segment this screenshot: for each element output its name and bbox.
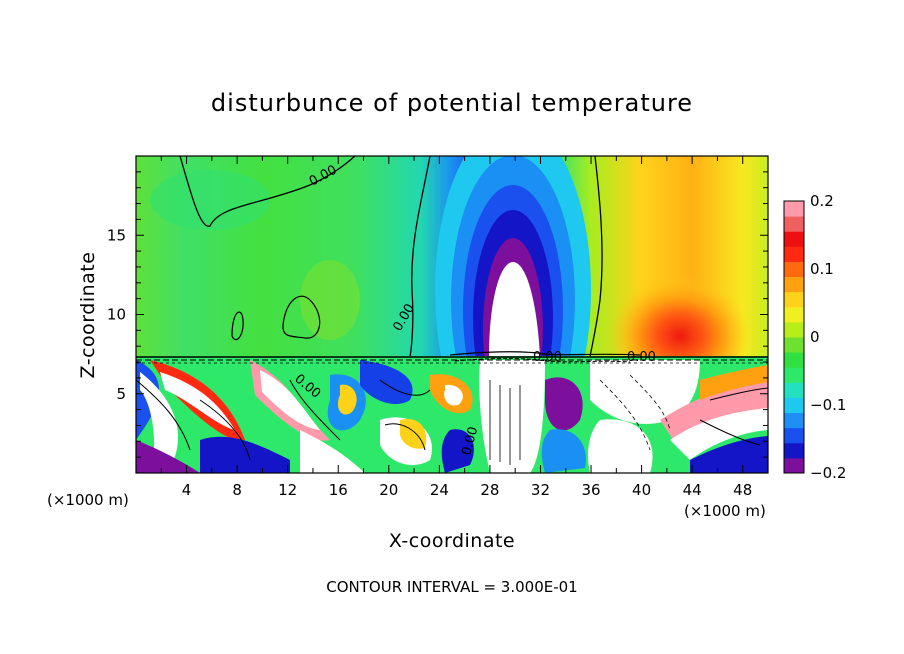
colorbar-swatch bbox=[784, 352, 804, 368]
x-tick-label: 4 bbox=[182, 481, 192, 499]
contour-label-inv1: 0.00 bbox=[533, 350, 562, 365]
colorbar-label: −0.2 bbox=[810, 464, 846, 482]
colorbar-swatch bbox=[784, 412, 804, 429]
colorbar-label: −0.1 bbox=[810, 396, 846, 414]
x-tick-label: 24 bbox=[430, 481, 449, 499]
x-tick-label: 16 bbox=[329, 481, 348, 499]
colorbar-frame bbox=[783, 200, 805, 474]
contour-label-inv2: 0.00 bbox=[627, 350, 656, 365]
colorbar-swatch bbox=[784, 427, 804, 444]
y-tick-marks bbox=[136, 171, 768, 458]
x-tick-label: 40 bbox=[632, 481, 651, 499]
colorbar-swatch bbox=[784, 397, 804, 414]
colorbar-label: 0.2 bbox=[810, 192, 834, 210]
x-tick-label: 28 bbox=[480, 481, 499, 499]
colorbar-swatch bbox=[784, 442, 804, 459]
colorbar-labels: 0.2 0.1 0 −0.1 −0.2 bbox=[810, 192, 846, 482]
colorbar: 0.2 0.1 0 −0.1 −0.2 bbox=[783, 192, 846, 482]
x-axis-label: X-coordinate bbox=[389, 530, 515, 552]
x-unit-label-left: (×1000 m) bbox=[47, 491, 129, 509]
colorbar-swatch bbox=[784, 337, 804, 353]
colorbar-label: 0 bbox=[810, 328, 820, 346]
y-tick-label: 15 bbox=[107, 226, 126, 244]
colorbar-swatch bbox=[784, 231, 804, 247]
colorbar-swatch bbox=[784, 382, 804, 398]
colorbar-swatch bbox=[784, 367, 804, 383]
upper-layer: 0.00 0.00 bbox=[136, 156, 768, 357]
x-tick-label: 44 bbox=[683, 481, 702, 499]
x-tick-label: 48 bbox=[733, 481, 752, 499]
x-tick-label: 36 bbox=[581, 481, 600, 499]
colorbar-swatch bbox=[784, 246, 804, 262]
colorbar-swatch bbox=[784, 276, 804, 293]
contour-label-plume: 0.00 bbox=[459, 425, 481, 457]
heatmap-field: 0.00 0.00 bbox=[136, 156, 768, 473]
colorbar-swatch bbox=[784, 201, 804, 217]
x-tick-label: 32 bbox=[531, 481, 550, 499]
y-axis-label: Z-coordinate bbox=[77, 252, 99, 379]
y-tick-label: 10 bbox=[107, 306, 126, 324]
colorbar-swatch bbox=[784, 321, 804, 338]
x-tick-labels: 4 8 12 16 20 24 28 32 36 40 44 48 bbox=[182, 481, 752, 499]
x-unit-label-right: (×1000 m) bbox=[684, 502, 766, 520]
inversion-contours bbox=[136, 351, 768, 364]
colorbar-swatches bbox=[784, 201, 804, 474]
lower-layer: 0.00 0.00 bbox=[136, 356, 768, 473]
y-tick-labels: 5 10 15 bbox=[107, 226, 126, 403]
x-tick-label: 20 bbox=[379, 481, 398, 499]
colorbar-label: 0.1 bbox=[810, 260, 834, 278]
chart-title: disturbunce of potential temperature bbox=[211, 89, 693, 117]
colorbar-swatch bbox=[784, 261, 804, 278]
x-tick-marks bbox=[160, 156, 744, 473]
x-tick-label: 8 bbox=[232, 481, 242, 499]
colorbar-swatch bbox=[784, 291, 804, 308]
contour-interval-text: CONTOUR INTERVAL = 3.000E-01 bbox=[326, 578, 577, 596]
colorbar-swatch bbox=[784, 457, 804, 474]
colorbar-swatch bbox=[784, 216, 804, 232]
x-tick-label: 12 bbox=[278, 481, 297, 499]
colorbar-swatch bbox=[784, 306, 804, 323]
y-tick-label: 5 bbox=[116, 385, 126, 403]
